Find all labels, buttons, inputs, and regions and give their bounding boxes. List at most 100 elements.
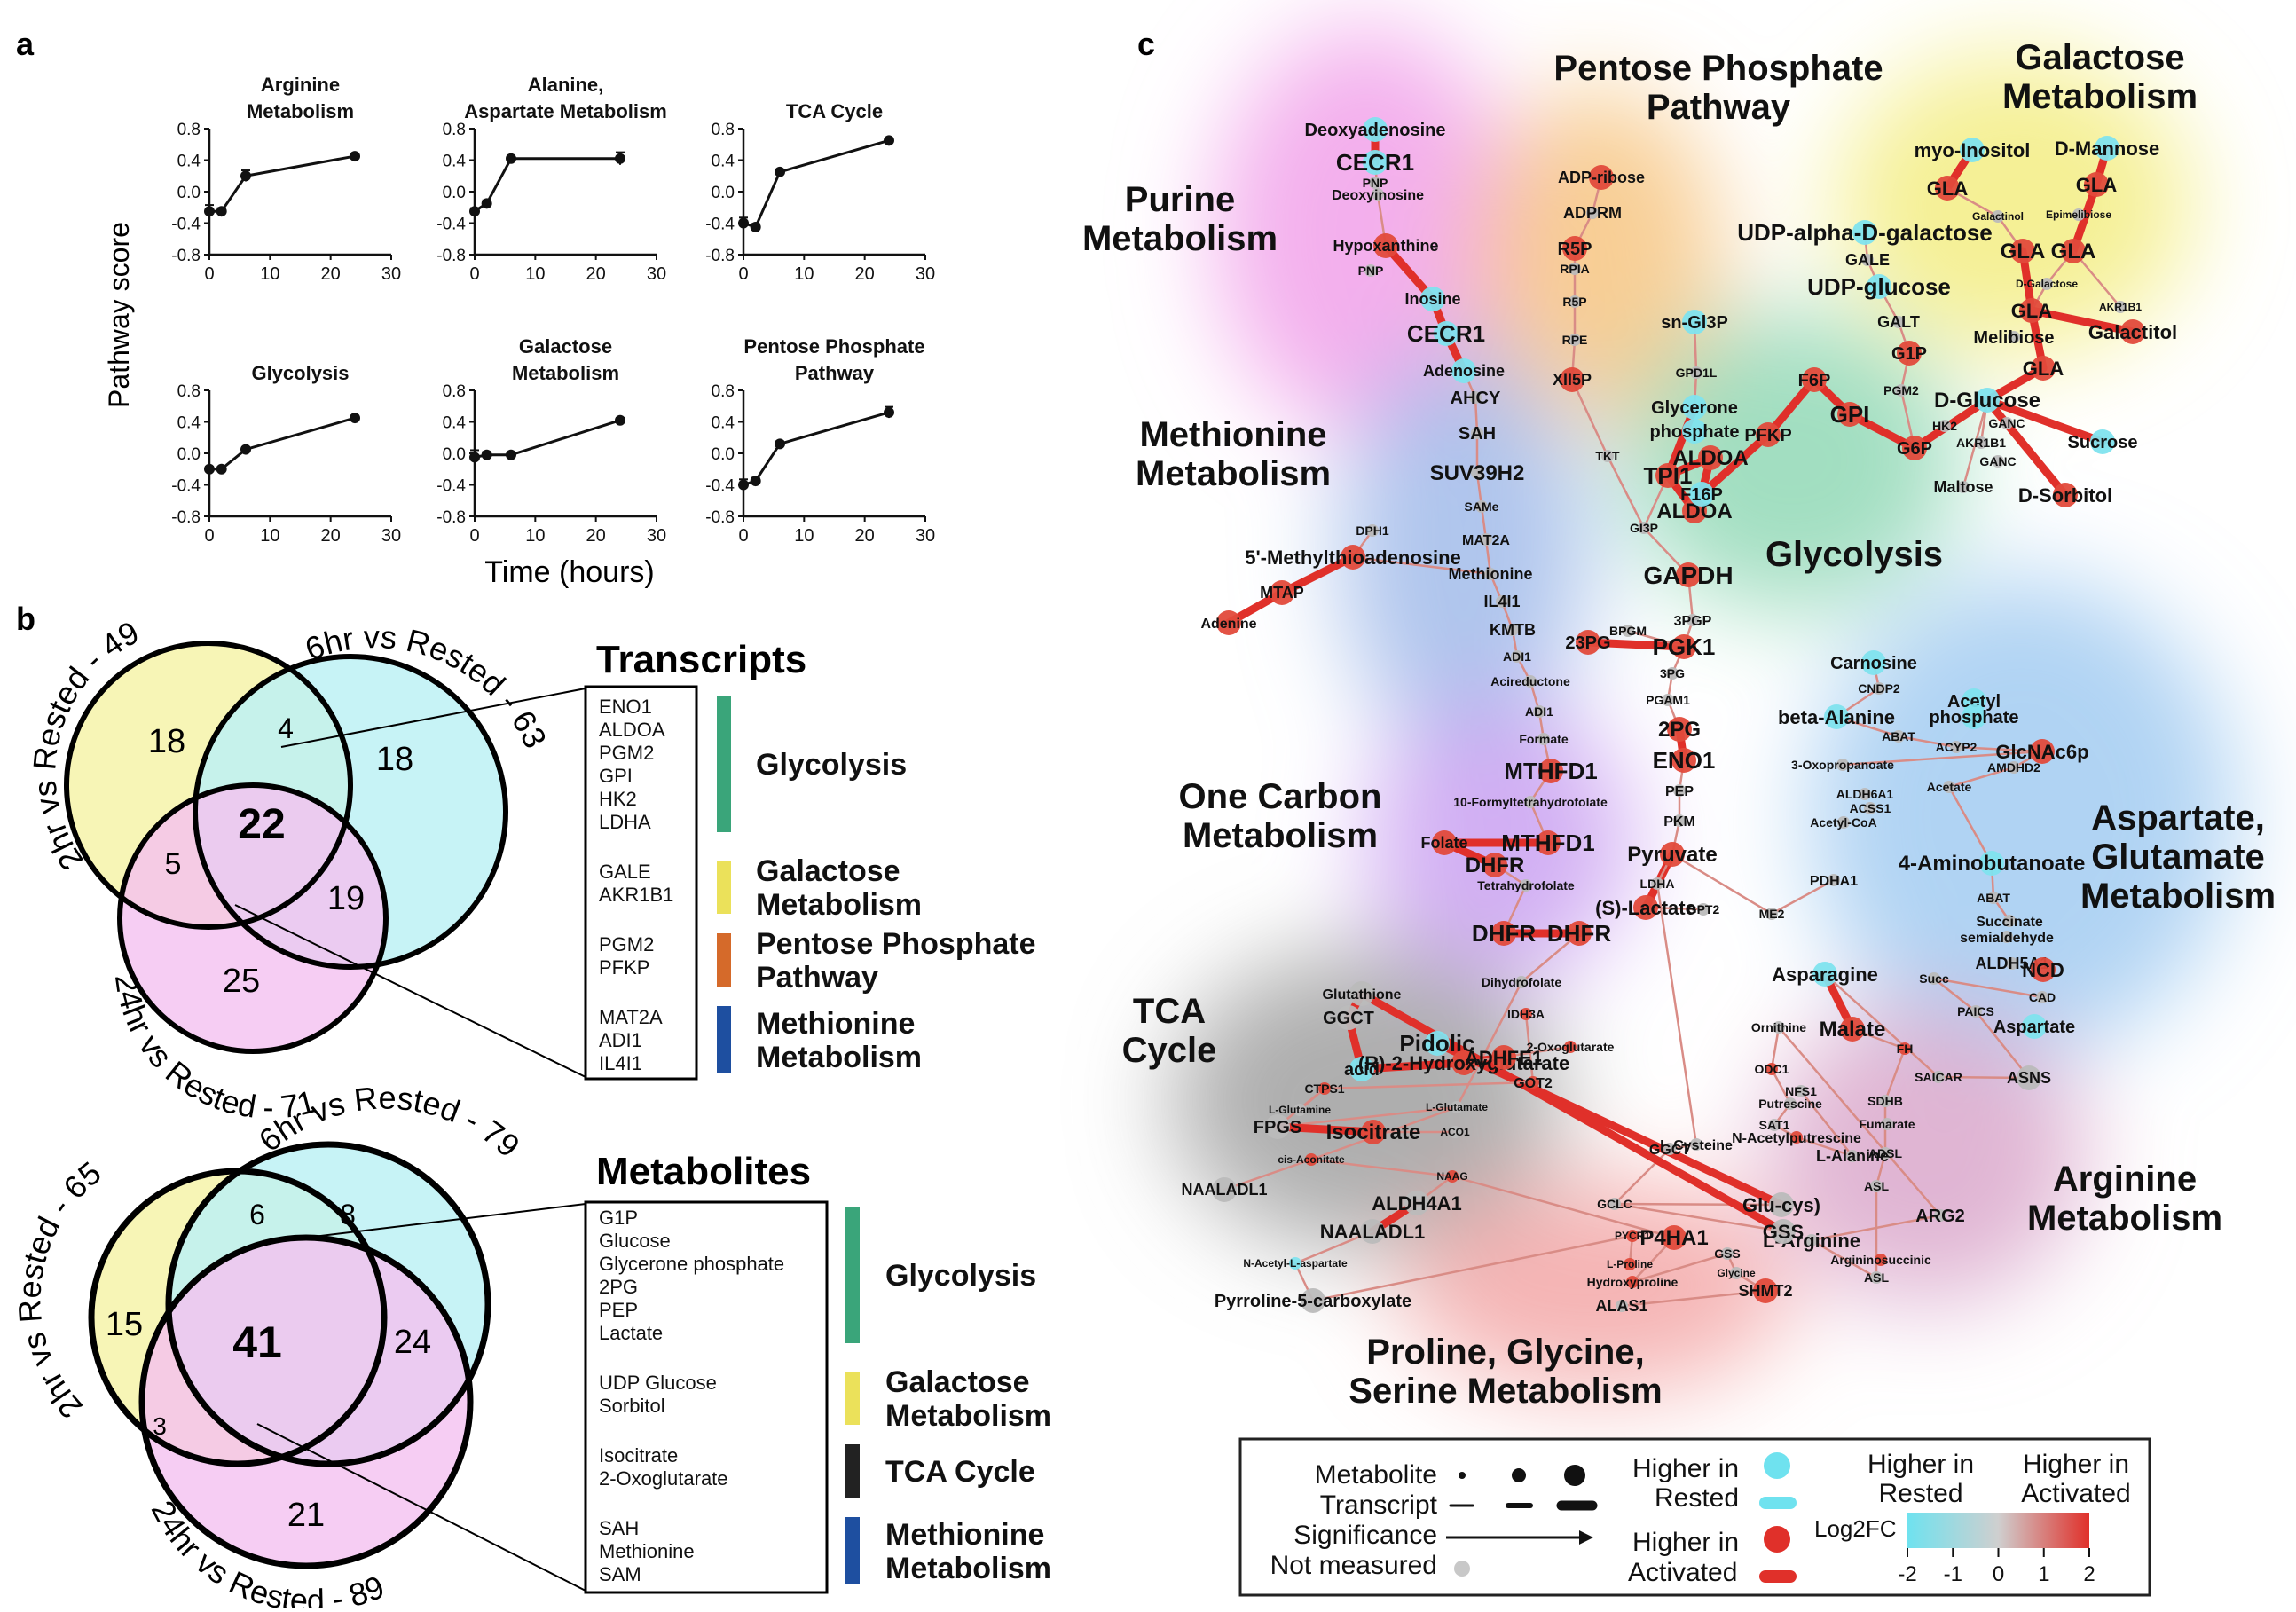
network-node: P4HA1	[1639, 1225, 1709, 1250]
node-label: ALDOA	[1672, 446, 1748, 470]
y-tick-label: -0.4	[436, 216, 466, 234]
node-marker	[1765, 1063, 1778, 1075]
node-marker	[1836, 759, 1849, 771]
node-marker	[1425, 1031, 1450, 1056]
network-node: PFKP	[1744, 422, 1792, 447]
node-label: CAD	[2029, 990, 2056, 1004]
x-tick-label: 20	[321, 264, 341, 284]
transcripts-groups: ENO1ALDOAPGM2GPIHK2LDHAGlycolysisGALEAKR…	[599, 696, 1036, 1074]
line-chart-4: Glycolysis 0.8 0.4 0.0 -0.4 -0.80 10 20 30	[171, 362, 401, 546]
node-label: D-Galactose	[2016, 278, 2078, 290]
network-node: L-Alanine	[1816, 1147, 1889, 1165]
gene-name: UDP Glucose	[599, 1372, 717, 1394]
node-marker	[1527, 1076, 1539, 1089]
network-node: GPT2	[1687, 902, 1720, 916]
series-line	[474, 157, 620, 213]
pathway-label: Pentose Phosphate	[1553, 49, 1883, 88]
node-marker	[1861, 650, 1886, 675]
node-marker	[1293, 1104, 1306, 1116]
node-label: RPIA	[1560, 262, 1589, 276]
x-tick-label: 10	[794, 526, 814, 546]
node-marker	[1768, 1119, 1781, 1131]
data-point	[481, 198, 492, 209]
node-marker	[2036, 991, 2048, 1003]
node-label: ASNS	[2007, 1069, 2051, 1087]
y-tick-label: 0.8	[177, 121, 201, 139]
node-marker	[1864, 802, 1876, 814]
network-node: Adenine	[1200, 610, 1257, 635]
node-label: GALT	[1877, 313, 1920, 331]
gene-name: PGM2	[599, 933, 654, 955]
gene-name: GALE	[599, 861, 651, 883]
node-label: ABAT	[1977, 891, 2010, 905]
node-label: 23PG	[1565, 633, 1610, 653]
node-label: DHFR	[1547, 920, 1611, 947]
pathway-background	[1171, 27, 2236, 1393]
pathway-region	[1810, 577, 2236, 1056]
pathway-name: Methionine	[885, 1518, 1044, 1552]
gene-name: ENO1	[599, 696, 652, 718]
y-tick-label: 0.4	[177, 153, 201, 171]
network-node: GGCT	[1649, 1143, 1690, 1158]
node-marker	[1212, 1177, 1237, 1202]
legend-log2fc: Log2FC	[1814, 1515, 1897, 1542]
node-marker	[1515, 976, 1528, 988]
network-node: ADSL	[1868, 1146, 1903, 1160]
node-marker	[1372, 188, 1384, 201]
network-node: Adenosine	[1423, 358, 1505, 383]
pathway-label: Glutamate	[2091, 837, 2265, 877]
x-tick-label: 30	[916, 526, 935, 546]
pathway-color-bar	[717, 1006, 731, 1073]
node-label: Glycerone	[1651, 398, 1738, 418]
network-node: F6P	[1798, 367, 1830, 392]
node-label: 10-Formyltetrahydrofolate	[1453, 795, 1608, 809]
network-edge	[1983, 396, 2107, 446]
pathway-color-bar	[717, 933, 731, 987]
chart-title: TCA Cycle	[786, 100, 883, 122]
network-node: ADP-ribose	[1558, 165, 1645, 190]
node-marker	[1562, 236, 1587, 261]
network-node: Glu-cys)	[1742, 1192, 1820, 1217]
network-node: Succinate	[1976, 915, 2043, 930]
node-marker	[1666, 667, 1679, 680]
network-node: IL4I1	[1483, 593, 1520, 610]
node-marker	[1932, 1071, 1945, 1083]
network-node: GSS	[1714, 1246, 1741, 1261]
network-edge	[1910, 396, 1992, 452]
venn-count: 6	[249, 1199, 265, 1231]
node-label: MTAP	[1260, 584, 1304, 602]
network-node: GlcNAc6p	[1995, 739, 2089, 764]
node-marker	[1928, 972, 1940, 985]
network-node: CNDP2	[1858, 681, 1900, 696]
network-node: CAD	[2029, 990, 2056, 1004]
node-label: Epimelibiose	[2046, 208, 2111, 221]
network-node: KMTB	[1490, 621, 1536, 639]
node-label: Argininosuccinic	[1830, 1253, 1931, 1267]
node-label: ALDH6A1	[1836, 787, 1894, 801]
node-marker	[1361, 1120, 1386, 1144]
network-node: UDP-alpha-D-galactose	[1737, 219, 1993, 246]
node-marker	[1662, 1225, 1687, 1250]
node-marker	[1622, 625, 1634, 637]
node-marker	[1216, 610, 1241, 635]
network-node: AMDHD2	[1987, 760, 2040, 775]
pathway-color-bar	[717, 861, 731, 914]
gene-name: LDHA	[599, 811, 651, 833]
node-label: GGCT	[1649, 1143, 1690, 1158]
network-node: HK2	[1932, 419, 1957, 433]
network-edge	[1520, 932, 1581, 984]
x-tick-label: 30	[381, 264, 401, 284]
pathway-label: Methionine	[1139, 415, 1326, 454]
node-marker	[1935, 176, 1960, 201]
network-edge	[1954, 745, 2044, 753]
network-edge	[1273, 1122, 1378, 1136]
node-marker	[2001, 417, 2013, 429]
network-node: ADI1	[1503, 649, 1531, 664]
network-edge	[1570, 378, 1609, 458]
node-label: GAPDH	[1643, 562, 1733, 589]
node-marker	[1491, 1045, 1516, 1070]
node-marker	[1671, 748, 1696, 773]
node-marker	[1970, 1005, 1982, 1018]
